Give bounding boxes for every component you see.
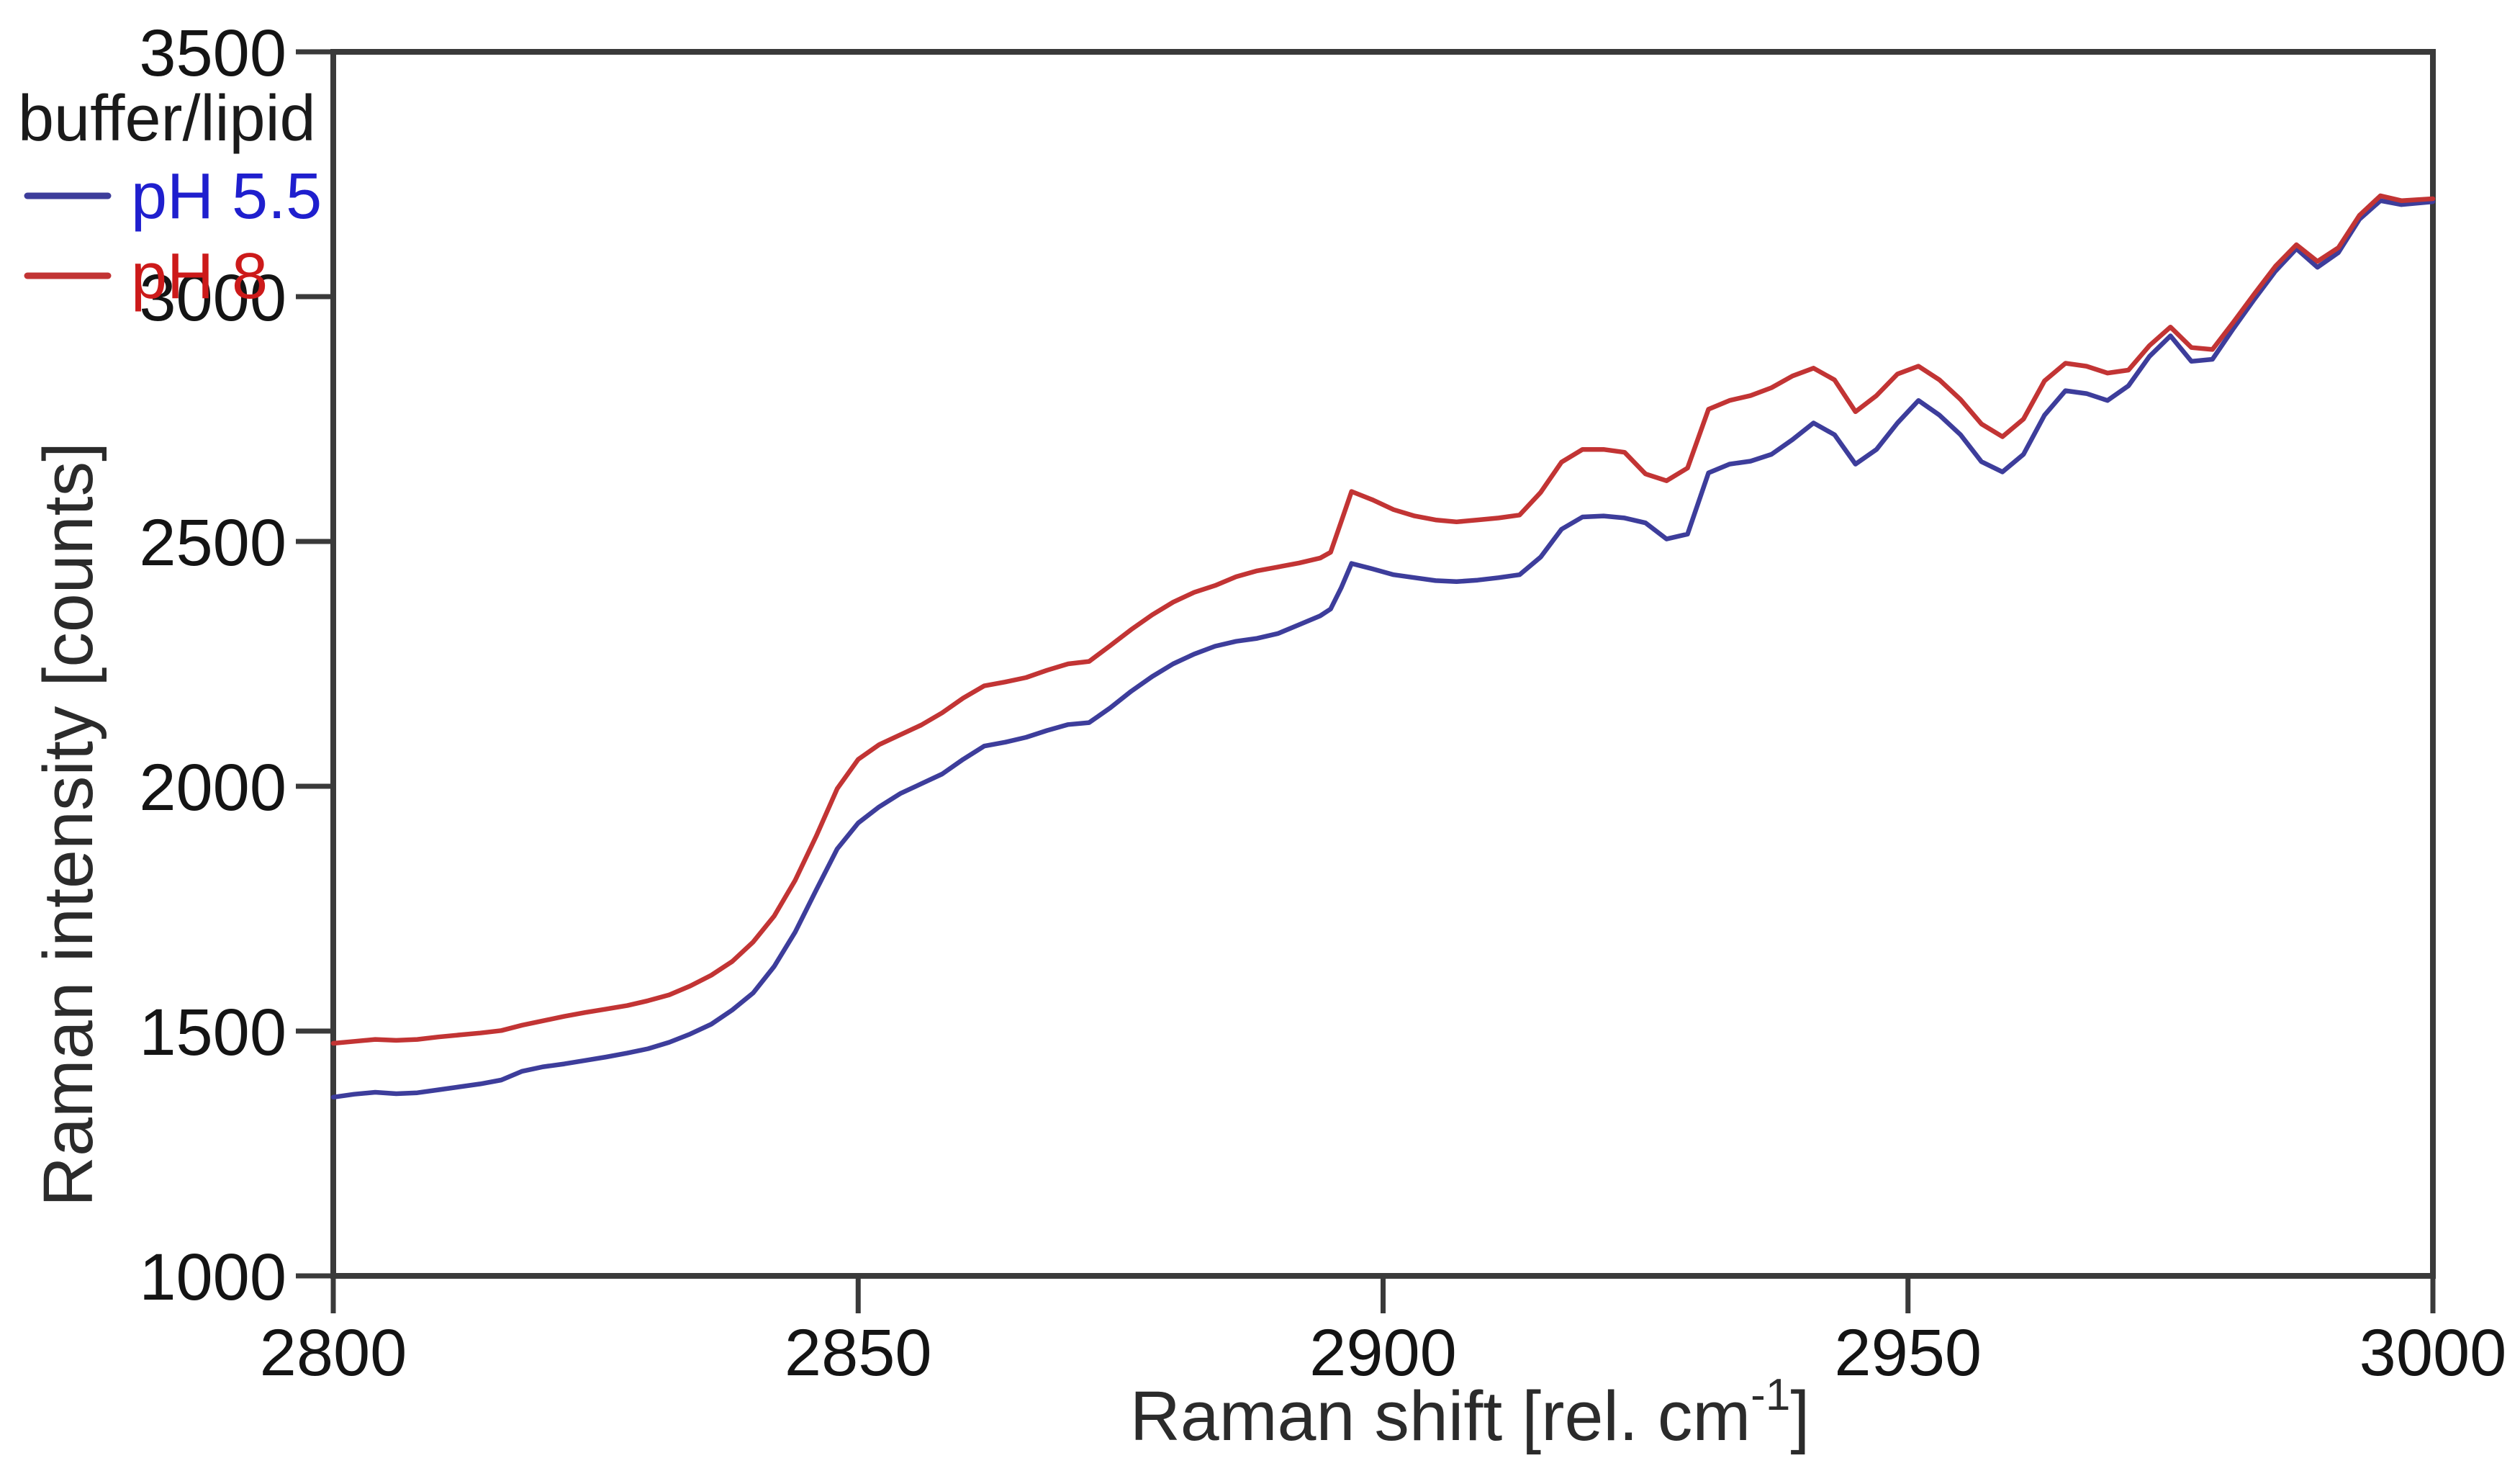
x-axis-title: Raman shift [rel. cm-1]	[1130, 1370, 1810, 1455]
y-tick-label: 2000	[139, 751, 286, 824]
y-axis-ticks: 1000 1500 2000 2500 3000 3500	[139, 17, 332, 1314]
legend-label-ph8: pH 8	[131, 240, 268, 312]
x-tick-label: 2800	[260, 1316, 407, 1390]
y-tick-label: 3500	[139, 17, 286, 90]
y-tick-label: 1500	[139, 996, 286, 1069]
x-tick-label: 2850	[785, 1316, 932, 1390]
y-tick-label: 2500	[139, 506, 286, 580]
x-tick-label: 2900	[1309, 1316, 1457, 1390]
y-tick-label: 3000	[139, 261, 286, 335]
legend-label-ph55: pH 5.5	[131, 161, 322, 233]
y-axis-title: Raman intensity [counts]	[29, 442, 107, 1207]
series-group	[330, 193, 2436, 1100]
plot-frame	[330, 49, 2436, 1279]
series-line-ph55	[330, 198, 2436, 1100]
x-axis-title-end: ]	[1790, 1377, 1810, 1455]
series-line-ph8	[330, 193, 2436, 1046]
legend-title: buffer/lipid	[18, 83, 316, 155]
x-axis-title-main: Raman shift [rel. cm	[1130, 1377, 1751, 1455]
x-tick-label: 2950	[1834, 1316, 1982, 1390]
y-tick-label: 1000	[139, 1241, 286, 1314]
x-axis-ticks: 2800 2850 2900 2950 3000	[260, 1277, 2507, 1390]
x-axis-title-superscript: -1	[1751, 1370, 1790, 1420]
x-tick-label: 3000	[2359, 1316, 2507, 1390]
